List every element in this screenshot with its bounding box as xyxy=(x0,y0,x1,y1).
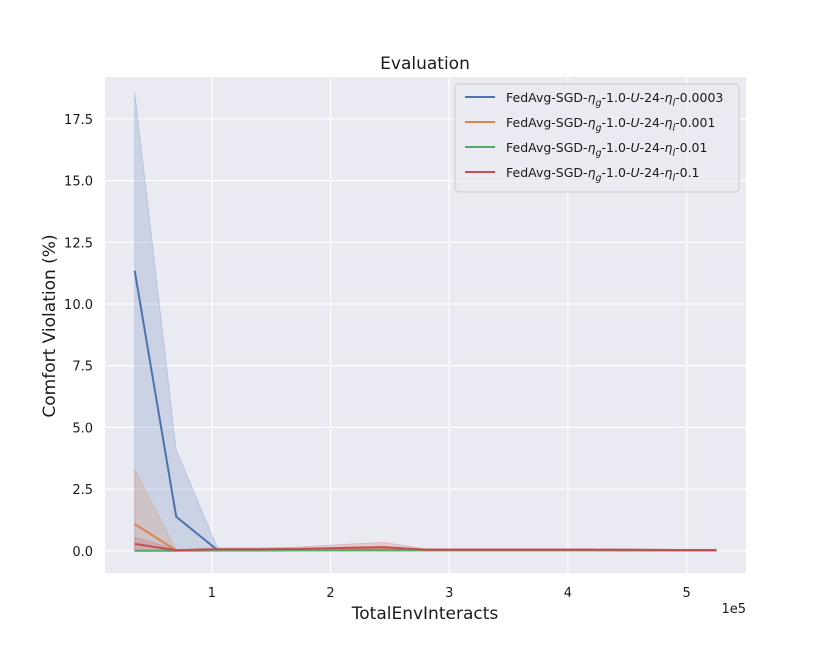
x-tick-labels: 1 2 3 4 5 xyxy=(208,586,691,601)
x-tick-label: 4 xyxy=(564,586,572,601)
chart-title: Evaluation xyxy=(380,54,470,74)
x-tick-label: 1 xyxy=(208,586,216,601)
x-axis-label: TotalEnvInteracts xyxy=(351,604,499,624)
y-tick-label: 10.0 xyxy=(64,298,93,313)
y-tick-label: 5.0 xyxy=(72,421,93,436)
y-tick-label: 17.5 xyxy=(64,113,93,128)
y-axis-label: Comfort Violation (%) xyxy=(40,234,60,417)
legend: FedAvg-SGD-ηg-1.0-U-24-ηl-0.0003FedAvg-S… xyxy=(455,84,739,192)
y-tick-label: 0.0 xyxy=(72,545,93,560)
y-tick-label: 15.0 xyxy=(64,175,93,190)
x-axis-offset-label: 1e5 xyxy=(721,602,746,617)
x-tick-label: 5 xyxy=(683,586,691,601)
x-tick-label: 3 xyxy=(445,586,453,601)
y-tick-label: 7.5 xyxy=(72,360,93,375)
y-tick-label: 12.5 xyxy=(64,236,93,251)
x-tick-label: 2 xyxy=(326,586,334,601)
y-tick-label: 2.5 xyxy=(72,483,93,498)
y-tick-labels: 0.0 2.5 5.0 7.5 10.0 12.5 15.0 17.5 xyxy=(64,113,93,560)
